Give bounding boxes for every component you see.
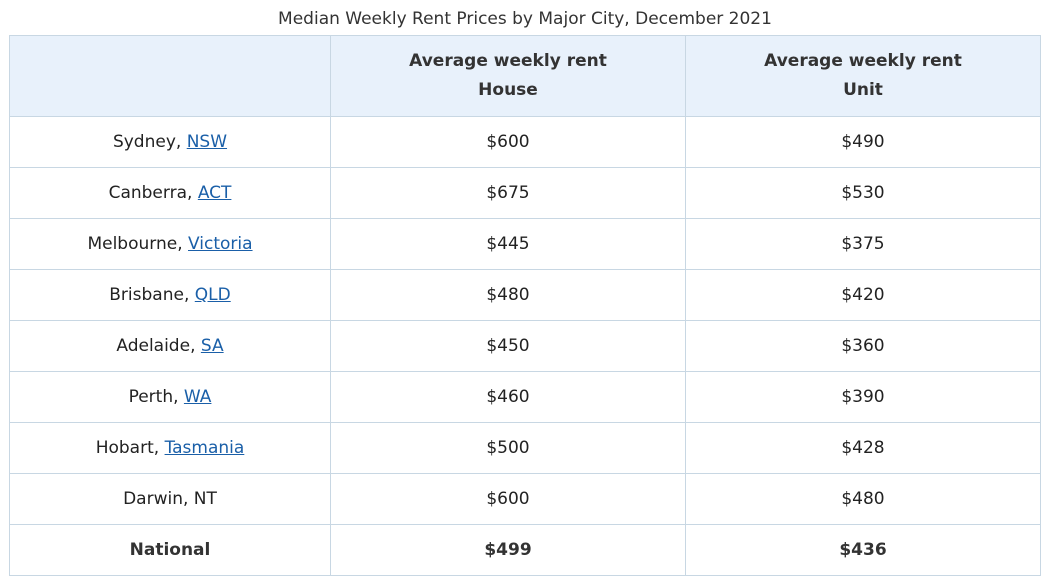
city-name: Canberra bbox=[108, 183, 187, 203]
table-row: Brisbane, QLD $480 $420 bbox=[9, 269, 1041, 321]
total-unit-cell: $436 bbox=[685, 524, 1041, 576]
state-link[interactable]: Victoria bbox=[188, 234, 253, 254]
city-name: Adelaide bbox=[116, 336, 191, 356]
city-cell: Hobart, Tasmania bbox=[9, 422, 331, 474]
city-cell: Darwin, NT bbox=[9, 473, 331, 525]
table-row: Canberra, ACT $675 $530 bbox=[9, 167, 1041, 219]
house-rent-cell: $600 bbox=[330, 473, 686, 525]
unit-rent-cell: $360 bbox=[685, 320, 1041, 372]
table-caption: Median Weekly Rent Prices by Major City,… bbox=[278, 9, 772, 29]
total-house-cell: $499 bbox=[330, 524, 686, 576]
rent-table: Average weekly rent House Average weekly… bbox=[9, 35, 1041, 576]
city-cell: Sydney, NSW bbox=[9, 116, 331, 168]
city-name: Sydney bbox=[112, 132, 176, 152]
house-rent-cell: $675 bbox=[330, 167, 686, 219]
unit-rent-cell: $480 bbox=[685, 473, 1041, 525]
house-rent-cell: $480 bbox=[330, 269, 686, 321]
unit-rent-cell: $490 bbox=[685, 116, 1041, 168]
city-cell: Adelaide, SA bbox=[9, 320, 331, 372]
state-link[interactable]: ACT bbox=[197, 183, 232, 203]
header-unit-line2: Unit bbox=[843, 80, 883, 100]
unit-rent-cell: $420 bbox=[685, 269, 1041, 321]
city-cell: Perth, WA bbox=[9, 371, 331, 423]
header-house-line1: Average weekly rent bbox=[409, 51, 607, 71]
state-link[interactable]: SA bbox=[200, 336, 224, 356]
table-header-row: Average weekly rent House Average weekly… bbox=[9, 35, 1041, 117]
city-name: Darwin bbox=[123, 489, 183, 509]
unit-rent-cell: $390 bbox=[685, 371, 1041, 423]
header-house-line2: House bbox=[478, 80, 538, 100]
table-row: Sydney, NSW $600 $490 bbox=[9, 116, 1041, 168]
state-link[interactable]: WA bbox=[183, 387, 212, 407]
state-name: NT bbox=[193, 489, 217, 509]
table-row: Darwin, NT $600 $480 bbox=[9, 473, 1041, 525]
table-row: Hobart, Tasmania $500 $428 bbox=[9, 422, 1041, 474]
header-unit: Average weekly rent Unit bbox=[685, 35, 1041, 117]
city-cell: Melbourne, Victoria bbox=[9, 218, 331, 270]
house-rent-cell: $460 bbox=[330, 371, 686, 423]
unit-rent-cell: $428 bbox=[685, 422, 1041, 474]
city-name: Brisbane bbox=[109, 285, 184, 305]
total-label-cell: National bbox=[9, 524, 331, 576]
table-row: Adelaide, SA $450 $360 bbox=[9, 320, 1041, 372]
table-row: Melbourne, Victoria $445 $375 bbox=[9, 218, 1041, 270]
table-row: Perth, WA $460 $390 bbox=[9, 371, 1041, 423]
house-rent-cell: $500 bbox=[330, 422, 686, 474]
header-city bbox=[9, 35, 331, 117]
unit-rent-cell: $375 bbox=[685, 218, 1041, 270]
house-rent-cell: $600 bbox=[330, 116, 686, 168]
house-rent-cell: $445 bbox=[330, 218, 686, 270]
city-cell: Canberra, ACT bbox=[9, 167, 331, 219]
state-link[interactable]: Tasmania bbox=[164, 438, 245, 458]
header-unit-line1: Average weekly rent bbox=[764, 51, 962, 71]
state-link[interactable]: QLD bbox=[194, 285, 231, 305]
house-rent-cell: $450 bbox=[330, 320, 686, 372]
city-name: Melbourne bbox=[87, 234, 178, 254]
unit-rent-cell: $530 bbox=[685, 167, 1041, 219]
header-house: Average weekly rent House bbox=[330, 35, 686, 117]
city-name: Perth bbox=[128, 387, 174, 407]
table-row-total: National $499 $436 bbox=[9, 524, 1041, 576]
city-cell: Brisbane, QLD bbox=[9, 269, 331, 321]
city-name: Hobart bbox=[95, 438, 154, 458]
state-link[interactable]: NSW bbox=[186, 132, 228, 152]
